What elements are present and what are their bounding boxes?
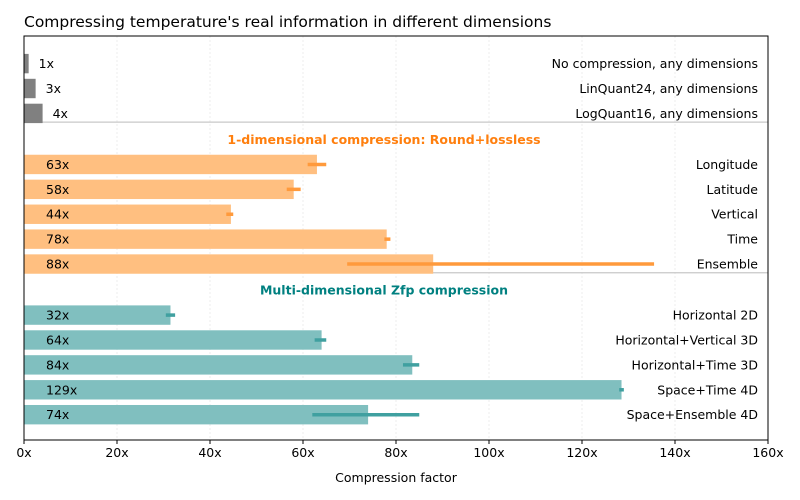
group-heading: Multi-dimensional Zfp compression — [260, 283, 508, 298]
category-label: Vertical — [711, 207, 758, 222]
x-tick-label: 60x — [291, 445, 314, 460]
bar — [24, 103, 43, 124]
x-tick-label: 0x — [16, 445, 31, 460]
bar — [24, 380, 622, 400]
bar-labels: 1x No compression, any dimensions 3x LinQua… — [39, 56, 759, 422]
value-label: 84x — [46, 357, 69, 372]
bar — [24, 355, 413, 375]
bars — [24, 53, 622, 425]
bar — [24, 179, 294, 200]
chart-title: Compressing temperature's real informati… — [24, 13, 551, 31]
category-label: Latitude — [707, 182, 759, 197]
error-ranges — [165, 162, 655, 417]
value-label: 1x — [39, 56, 54, 71]
group-heading: 1-dimensional compression: Round+lossles… — [227, 132, 540, 147]
x-tick-label: 40x — [198, 445, 221, 460]
x-tick-label: 20x — [105, 445, 128, 460]
value-label: 64x — [46, 332, 69, 347]
x-tick-label: 80x — [384, 445, 407, 460]
bar — [24, 229, 387, 249]
value-label: 4x — [53, 106, 68, 121]
value-label: 88x — [46, 257, 69, 272]
category-label: Space+Time 4D — [657, 382, 758, 397]
category-label: LogQuant16, any dimensions — [575, 106, 758, 121]
bar — [24, 78, 36, 99]
category-label: No compression, any dimensions — [552, 56, 758, 71]
value-label: 78x — [46, 232, 69, 247]
category-label: Space+Ensemble 4D — [627, 407, 758, 422]
value-label: 63x — [46, 157, 69, 172]
bar — [24, 254, 434, 274]
x-tick-label: 120x — [566, 445, 597, 460]
value-label: 32x — [46, 308, 69, 323]
group-headings: 1-dimensional compression: Round+lossles… — [227, 132, 540, 298]
value-label: 129x — [46, 382, 77, 397]
value-label: 44x — [46, 207, 69, 222]
x-axis: 0x 20x 40x 60x 80x 100x 120x 140x 160x — [16, 440, 784, 460]
category-label: Longitude — [696, 157, 758, 172]
value-label: 58x — [46, 182, 69, 197]
bar — [24, 204, 231, 224]
category-label: Time — [726, 232, 758, 247]
bar — [24, 154, 317, 175]
bar — [24, 53, 29, 74]
bar — [24, 404, 369, 425]
bar — [24, 330, 322, 350]
category-label: LinQuant24, any dimensions — [579, 81, 758, 96]
category-label: Ensemble — [697, 257, 759, 272]
category-label: Horizontal 2D — [673, 308, 758, 323]
value-label: 3x — [46, 81, 61, 96]
category-label: Horizontal+Time 3D — [632, 357, 758, 372]
x-tick-label: 160x — [752, 445, 783, 460]
category-label: Horizontal+Vertical 3D — [615, 332, 758, 347]
bar — [24, 305, 171, 325]
x-axis-label: Compression factor — [335, 470, 458, 485]
x-tick-label: 100x — [473, 445, 504, 460]
x-tick-label: 140x — [659, 445, 690, 460]
value-label: 74x — [46, 407, 69, 422]
